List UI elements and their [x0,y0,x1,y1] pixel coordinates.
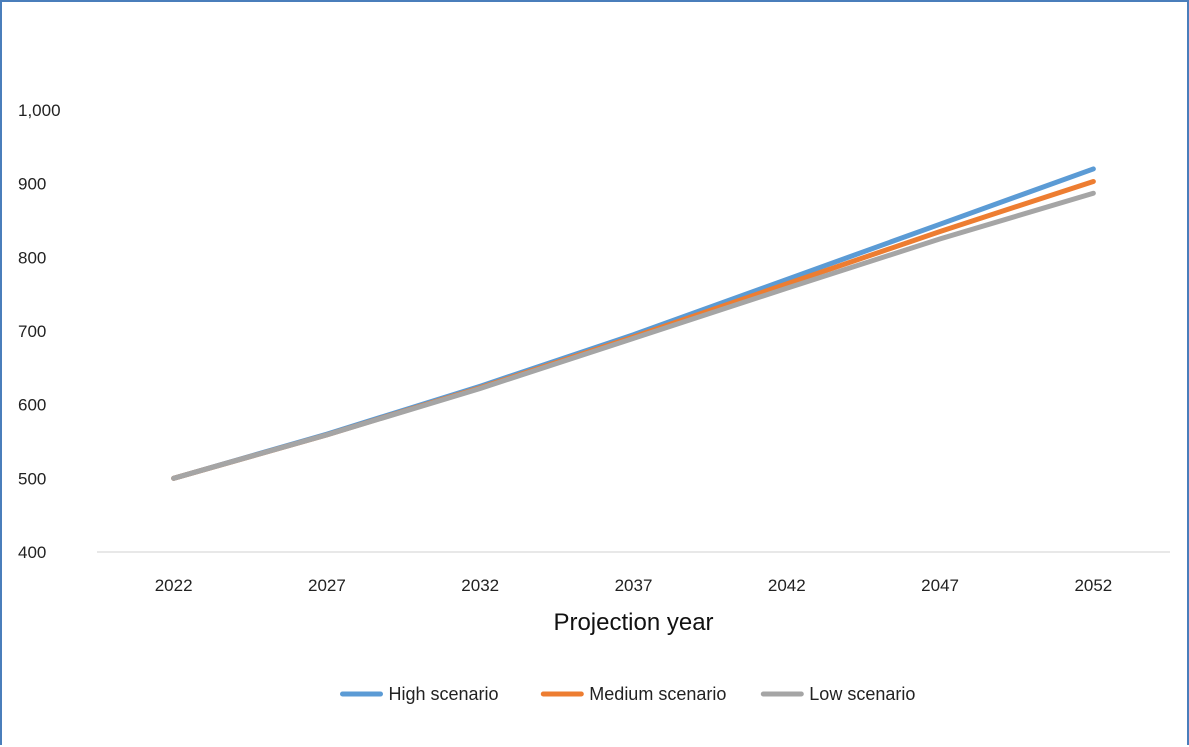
legend-label-low-scenario: Low scenario [809,684,915,704]
legend-label-high-scenario: High scenario [389,684,499,704]
x-tick-label: 2022 [155,576,193,595]
y-axis-ticks: 400 500 600 700 800 900 1,000 [18,101,61,562]
y-tick-label: 800 [18,248,46,267]
y-tick-label: 500 [18,469,46,488]
y-tick-label: 600 [18,396,46,415]
series-line-high-scenario [171,166,1096,481]
series-lines [171,166,1096,481]
legend-label-medium-scenario: Medium scenario [589,684,726,704]
legend: High scenario Medium scenario Low scenario [340,684,915,704]
x-tick-label: 2037 [615,576,653,595]
x-tick-label: 2027 [308,576,346,595]
series-line-medium-scenario [171,178,1096,481]
x-tick-label: 2042 [768,576,806,595]
y-tick-label: 700 [18,322,46,341]
x-tick-label: 2052 [1074,576,1112,595]
y-tick-label: 1,000 [18,101,61,120]
x-tick-label: 2047 [921,576,959,595]
y-tick-label: 400 [18,543,46,562]
series-line-low-scenario [171,190,1096,481]
x-axis-ticks: 2022 2027 2032 2037 2042 2047 2052 [155,576,1113,595]
x-axis-title: Projection year [553,609,713,636]
y-tick-label: 900 [18,175,46,194]
x-tick-label: 2032 [461,576,499,595]
